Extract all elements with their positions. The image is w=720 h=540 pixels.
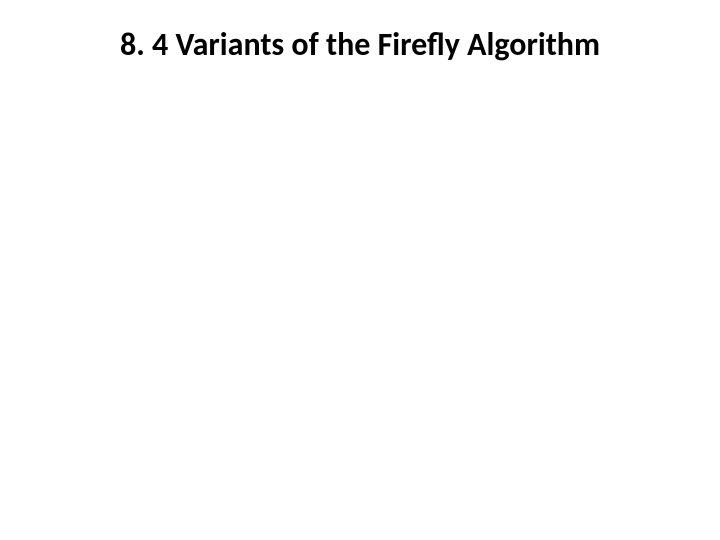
slide-container: 8. 4 Variants of the Firefly Algorithm: [0, 0, 720, 540]
slide-title: 8. 4 Variants of the Firefly Algorithm: [60, 26, 660, 64]
